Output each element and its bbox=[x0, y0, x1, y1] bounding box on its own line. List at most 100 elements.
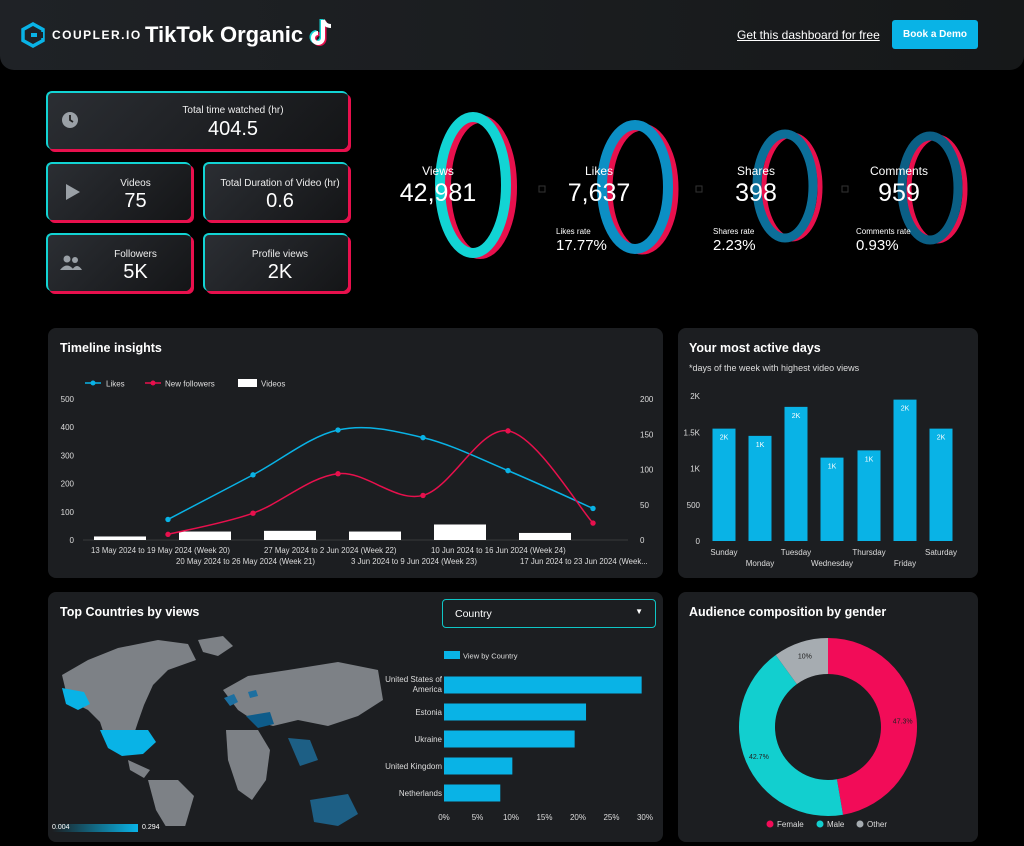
data-point bbox=[250, 510, 256, 516]
estonia-shape bbox=[248, 690, 258, 698]
kpi-value: 5K bbox=[123, 261, 148, 283]
kpi-time-watched: Total time watched (hr) 404.5 bbox=[46, 91, 348, 149]
series-line-likes bbox=[167, 426, 594, 521]
comments-rate-label: Comments rate bbox=[856, 227, 911, 236]
usa-shape bbox=[100, 730, 156, 756]
kpi-label: Total Duration of Video (hr) bbox=[220, 178, 340, 189]
shares-rate-value: 2.23% bbox=[713, 237, 756, 254]
timeline-chart: Likes New followers Videos 0 100 200 300 400… bbox=[61, 379, 654, 566]
countries-legend: View by Country bbox=[463, 652, 518, 661]
day-bar bbox=[748, 435, 772, 541]
y-tick-label: 100 bbox=[61, 508, 75, 517]
x-tick-label: Sunday bbox=[710, 548, 737, 557]
kpi-value: 404.5 bbox=[207, 118, 259, 140]
kpi-value: 75 bbox=[124, 190, 147, 212]
x-tick-label: 5% bbox=[472, 813, 484, 822]
x-tick-label: Friday bbox=[894, 559, 916, 568]
page-title: TikTok Organic bbox=[145, 22, 304, 47]
kpi-videos: Videos 75 bbox=[46, 162, 191, 220]
data-point bbox=[420, 434, 426, 441]
bar-data-label: 2K bbox=[720, 435, 729, 442]
x-tick-label: Thursday bbox=[852, 548, 885, 557]
active-days-chart: 0 500 1K 1.5K 2K 2K Sunday 1K Monday 2K Tuesday 1K W… bbox=[684, 392, 957, 568]
y2-tick-label: 150 bbox=[640, 430, 654, 439]
kpi-followers: Followers 5K bbox=[46, 233, 191, 291]
series-line-new-followers bbox=[167, 430, 594, 536]
logo-text: COUPLER.IO bbox=[52, 28, 142, 42]
timeline-title: Timeline insights bbox=[60, 341, 162, 355]
africa-shape bbox=[226, 730, 270, 800]
kpi-label: Videos bbox=[120, 178, 151, 189]
ring-separator bbox=[695, 185, 703, 193]
comments-ring bbox=[897, 131, 963, 245]
australia-shape bbox=[310, 794, 358, 826]
videos-bar bbox=[94, 536, 146, 540]
play-icon bbox=[66, 184, 80, 200]
day-bar bbox=[820, 457, 844, 541]
ring-shares-label: Shares bbox=[736, 164, 776, 178]
slice-data-label: 10% bbox=[798, 654, 812, 661]
x-tick-label: Monday bbox=[746, 559, 774, 568]
ring-comments-label: Comments bbox=[869, 164, 928, 178]
videos-bar bbox=[434, 524, 486, 540]
book-demo-button[interactable]: Book a Demo bbox=[892, 20, 978, 49]
greenland-shape bbox=[198, 636, 233, 656]
country-bar bbox=[444, 676, 642, 694]
likes-ring bbox=[597, 120, 673, 254]
south-america-shape bbox=[148, 780, 194, 830]
bar-data-label: 2K bbox=[937, 435, 946, 442]
y-tick-label: 1.5K bbox=[684, 428, 701, 437]
ring-shares-value: 398 bbox=[735, 179, 777, 207]
data-point bbox=[335, 427, 341, 433]
bar-data-label: 1K bbox=[828, 464, 837, 471]
x-tick-label: Tuesday bbox=[781, 548, 811, 557]
country-bar bbox=[444, 784, 501, 802]
kpi-profile-views: Profile views 2K bbox=[203, 233, 348, 291]
donut-slice-male bbox=[738, 654, 844, 816]
y-tick-label: 300 bbox=[61, 451, 75, 460]
kpi-value: 2K bbox=[267, 261, 293, 283]
legend-marker bbox=[766, 820, 774, 828]
active-days-subtitle: *days of the week with highest video vie… bbox=[689, 363, 860, 373]
chevron-down-icon: ▼ bbox=[635, 607, 643, 616]
slice-data-label: 47.3% bbox=[893, 719, 913, 726]
x-tick-label: 13 May 2024 to 19 May 2024 (Week 20) bbox=[91, 546, 230, 555]
y2-tick-label: 50 bbox=[640, 501, 649, 510]
legend-videos: Videos bbox=[261, 380, 285, 389]
europe-highlight-shape bbox=[246, 712, 274, 728]
ring-likes-label: Likes bbox=[584, 164, 613, 178]
world-map bbox=[48, 636, 383, 830]
videos-bar bbox=[349, 531, 401, 540]
x-tick-label: 27 May 2024 to 2 Jun 2024 (Week 22) bbox=[264, 546, 397, 555]
x-tick-label: 17 Jun 2024 to 23 Jun 2024 (Week... bbox=[520, 557, 648, 566]
kpi-label: Profile views bbox=[251, 249, 309, 260]
data-point bbox=[590, 520, 596, 526]
ring-views-value: 42,981 bbox=[399, 179, 477, 207]
legend-marker bbox=[816, 820, 824, 828]
x-tick-label: 30% bbox=[637, 813, 653, 822]
active-days-title: Your most active days bbox=[689, 341, 821, 355]
y-tick-label: Estonia bbox=[415, 708, 442, 717]
clock-icon bbox=[62, 112, 78, 128]
country-bar bbox=[444, 757, 513, 775]
x-tick-label: 10 Jun 2024 to 16 Jun 2024 (Week 24) bbox=[431, 546, 566, 555]
country-bar bbox=[444, 730, 575, 748]
y2-tick-label: 200 bbox=[640, 395, 654, 404]
legend-label: Other bbox=[867, 820, 887, 829]
tiktok-icon bbox=[309, 19, 332, 46]
bar-data-label: 1K bbox=[865, 456, 874, 463]
country-dropdown[interactable]: Country ▼ bbox=[442, 599, 656, 628]
shares-ring bbox=[752, 129, 818, 243]
ring-separator bbox=[538, 185, 546, 193]
data-point bbox=[590, 505, 596, 512]
map-scale-max: 0.294 bbox=[142, 824, 160, 831]
y-tick-label: 500 bbox=[61, 395, 75, 404]
y-tick-label: 1K bbox=[690, 465, 700, 474]
y-tick-label: 2K bbox=[690, 392, 700, 401]
north-america-shape bbox=[62, 640, 196, 748]
x-tick-label: 20% bbox=[570, 813, 586, 822]
data-point bbox=[505, 467, 511, 474]
y2-tick-label: 100 bbox=[640, 466, 654, 475]
get-dashboard-link[interactable]: Get this dashboard for free bbox=[737, 28, 880, 42]
country-dropdown-value: Country bbox=[455, 607, 492, 620]
